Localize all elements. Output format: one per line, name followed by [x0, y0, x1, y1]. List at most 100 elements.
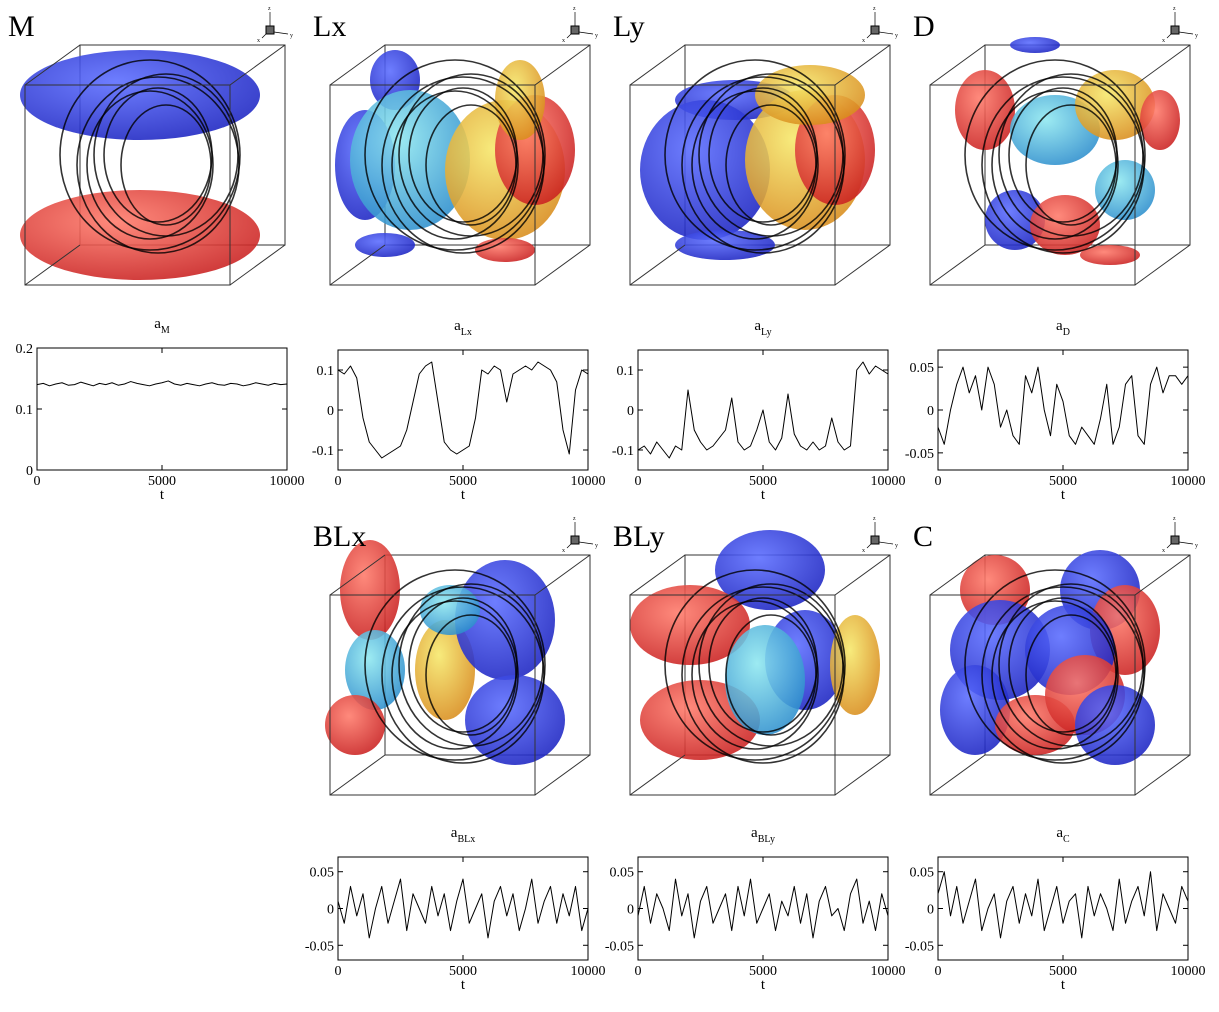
- x-axis-label: t: [461, 977, 466, 993]
- x-tick-label: 0: [34, 474, 41, 489]
- streamline: [391, 90, 519, 240]
- y-tick-label: 0.05: [610, 866, 635, 881]
- triad-axis: [578, 31, 594, 35]
- isosurface: [495, 60, 545, 140]
- triad-box: [265, 25, 275, 35]
- y-tick-label: 0: [627, 903, 634, 918]
- chart-title: aLy: [754, 318, 771, 338]
- cube-edge: [229, 44, 286, 86]
- y-tick-label: 0: [327, 903, 334, 918]
- triad-label: z: [873, 6, 876, 12]
- title-main: a: [754, 318, 761, 334]
- isosurface: [455, 560, 555, 680]
- triad-label: y: [895, 33, 898, 39]
- triad-box: [870, 25, 880, 35]
- triad-label: y: [1195, 543, 1198, 549]
- y-tick-label: 0: [327, 404, 334, 419]
- streamline: [381, 76, 545, 254]
- title-main: a: [154, 316, 161, 332]
- triad-label: x: [862, 548, 865, 554]
- cube-edge: [929, 554, 986, 596]
- cube-edge: [1134, 44, 1191, 86]
- cube-edge: [834, 754, 891, 796]
- isosurface: [985, 190, 1045, 250]
- y-tick-label: 0.1: [317, 364, 335, 379]
- series-line: [637, 361, 889, 459]
- panel-label: BLy: [613, 520, 665, 553]
- triad-axis: [1178, 541, 1194, 545]
- x-tick-label: 0: [935, 474, 942, 489]
- streamline: [76, 76, 240, 254]
- triad-box: [1170, 25, 1180, 35]
- cube-edge: [329, 44, 386, 86]
- triad-label: z: [873, 516, 876, 522]
- x-axis-label: t: [1061, 977, 1066, 993]
- triad-box: [870, 535, 880, 545]
- cube-edge: [834, 554, 891, 596]
- streamline: [725, 104, 817, 226]
- y-tick-label: 0.2: [16, 342, 34, 357]
- plot-frame: [937, 856, 1189, 961]
- y-tick-label: -0.05: [905, 939, 934, 954]
- streamline: [1008, 87, 1118, 223]
- cube-edge: [929, 244, 986, 286]
- x-axis-label: t: [1061, 487, 1066, 503]
- panel-label: D: [913, 10, 935, 43]
- title-subscript: M: [161, 325, 170, 336]
- streamline: [1008, 597, 1118, 733]
- isosurface: [475, 238, 535, 262]
- cube-edge: [629, 554, 686, 596]
- y-tick-label: 0.1: [16, 403, 34, 418]
- triad-label: z: [573, 516, 576, 522]
- triad-box: [1170, 535, 1180, 545]
- triad-label: z: [573, 6, 576, 12]
- title-subscript: Ly: [761, 327, 772, 338]
- y-tick-label: 0.05: [310, 866, 335, 881]
- triad-label: x: [1162, 38, 1165, 44]
- isosurface: [725, 625, 805, 735]
- y-tick-label: 0.1: [617, 364, 635, 379]
- mode-panel: BLy z x y: [613, 516, 898, 796]
- mode-panel: BLx z x y: [313, 516, 598, 796]
- isosurface: [1095, 160, 1155, 220]
- triad-label: x: [862, 38, 865, 44]
- x-tick-label: 10000: [1171, 474, 1206, 489]
- triad-label: x: [562, 38, 565, 44]
- chart-title: aLx: [454, 318, 472, 338]
- y-tick-label: 0: [26, 464, 33, 479]
- x-tick-label: 5000: [148, 474, 176, 489]
- x-tick-label: 0: [635, 964, 642, 979]
- isosurface: [350, 90, 470, 230]
- streamline: [120, 104, 212, 226]
- triad-label: x: [562, 548, 565, 554]
- y-tick-label: 0.05: [910, 361, 935, 376]
- triad-label: y: [895, 543, 898, 549]
- streamline: [391, 600, 519, 750]
- triad-axis: [273, 31, 289, 35]
- y-tick-label: -0.05: [905, 447, 934, 462]
- series-line: [337, 878, 589, 939]
- cube-edge: [534, 754, 591, 796]
- streamline: [964, 59, 1146, 251]
- triad-label: z: [1173, 516, 1176, 522]
- plot-frame: [937, 349, 1189, 471]
- cube-edge: [1134, 754, 1191, 796]
- isosurface: [630, 585, 750, 665]
- cube-edge: [229, 244, 286, 286]
- title-subscript: BLy: [758, 834, 775, 845]
- triad-label: y: [290, 33, 293, 39]
- triad-label: z: [1173, 6, 1176, 12]
- triad-box: [570, 535, 580, 545]
- streamline: [691, 90, 819, 240]
- cube-edge: [534, 44, 591, 86]
- x-tick-label: 5000: [449, 474, 477, 489]
- x-axis-label: t: [160, 487, 165, 503]
- triad-axis: [566, 543, 572, 549]
- y-tick-label: 0: [927, 903, 934, 918]
- isosurface: [1010, 37, 1060, 53]
- isosurface: [830, 615, 880, 715]
- isosurface: [20, 190, 260, 280]
- x-axis-label: t: [761, 977, 766, 993]
- plot-frame: [337, 349, 589, 471]
- streamline: [408, 597, 518, 733]
